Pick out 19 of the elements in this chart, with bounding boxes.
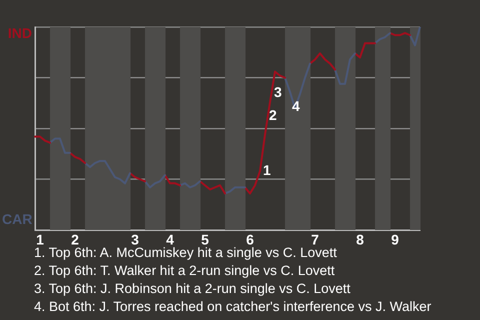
x-tick-label: 8 xyxy=(356,231,364,248)
annotation: 3 xyxy=(274,84,282,100)
x-tick-label: 5 xyxy=(201,231,210,248)
annotation: 2 xyxy=(269,107,277,123)
x-tick-label: 4 xyxy=(166,231,174,248)
text: 3. Top 6th: J. Robinson hit a 2-run single vs C. Lovett xyxy=(34,280,352,298)
x-tick-label: 9 xyxy=(391,231,400,248)
x-tick-label: 2 xyxy=(71,231,80,248)
annotation: 4 xyxy=(292,98,300,114)
x-tick-label: 6 xyxy=(246,231,254,248)
annotation: 1 xyxy=(263,162,271,178)
x-tick-label: 1 xyxy=(36,231,44,248)
text: 2. Top 6th: T. Walker hit a 2-run single vs C. Lovett xyxy=(34,262,336,280)
text: 4. Bot 6th: J. Torres reached on catcher's interference vs J. Walker xyxy=(34,298,432,316)
text: IND xyxy=(6,25,32,41)
x-tick-label: 3 xyxy=(131,231,140,248)
x-tick-label: 7 xyxy=(311,231,320,248)
text: 1. Top 6th: A. McCumiskey hit a single vs C. Lovett xyxy=(34,245,337,260)
text: CAR xyxy=(2,211,32,227)
